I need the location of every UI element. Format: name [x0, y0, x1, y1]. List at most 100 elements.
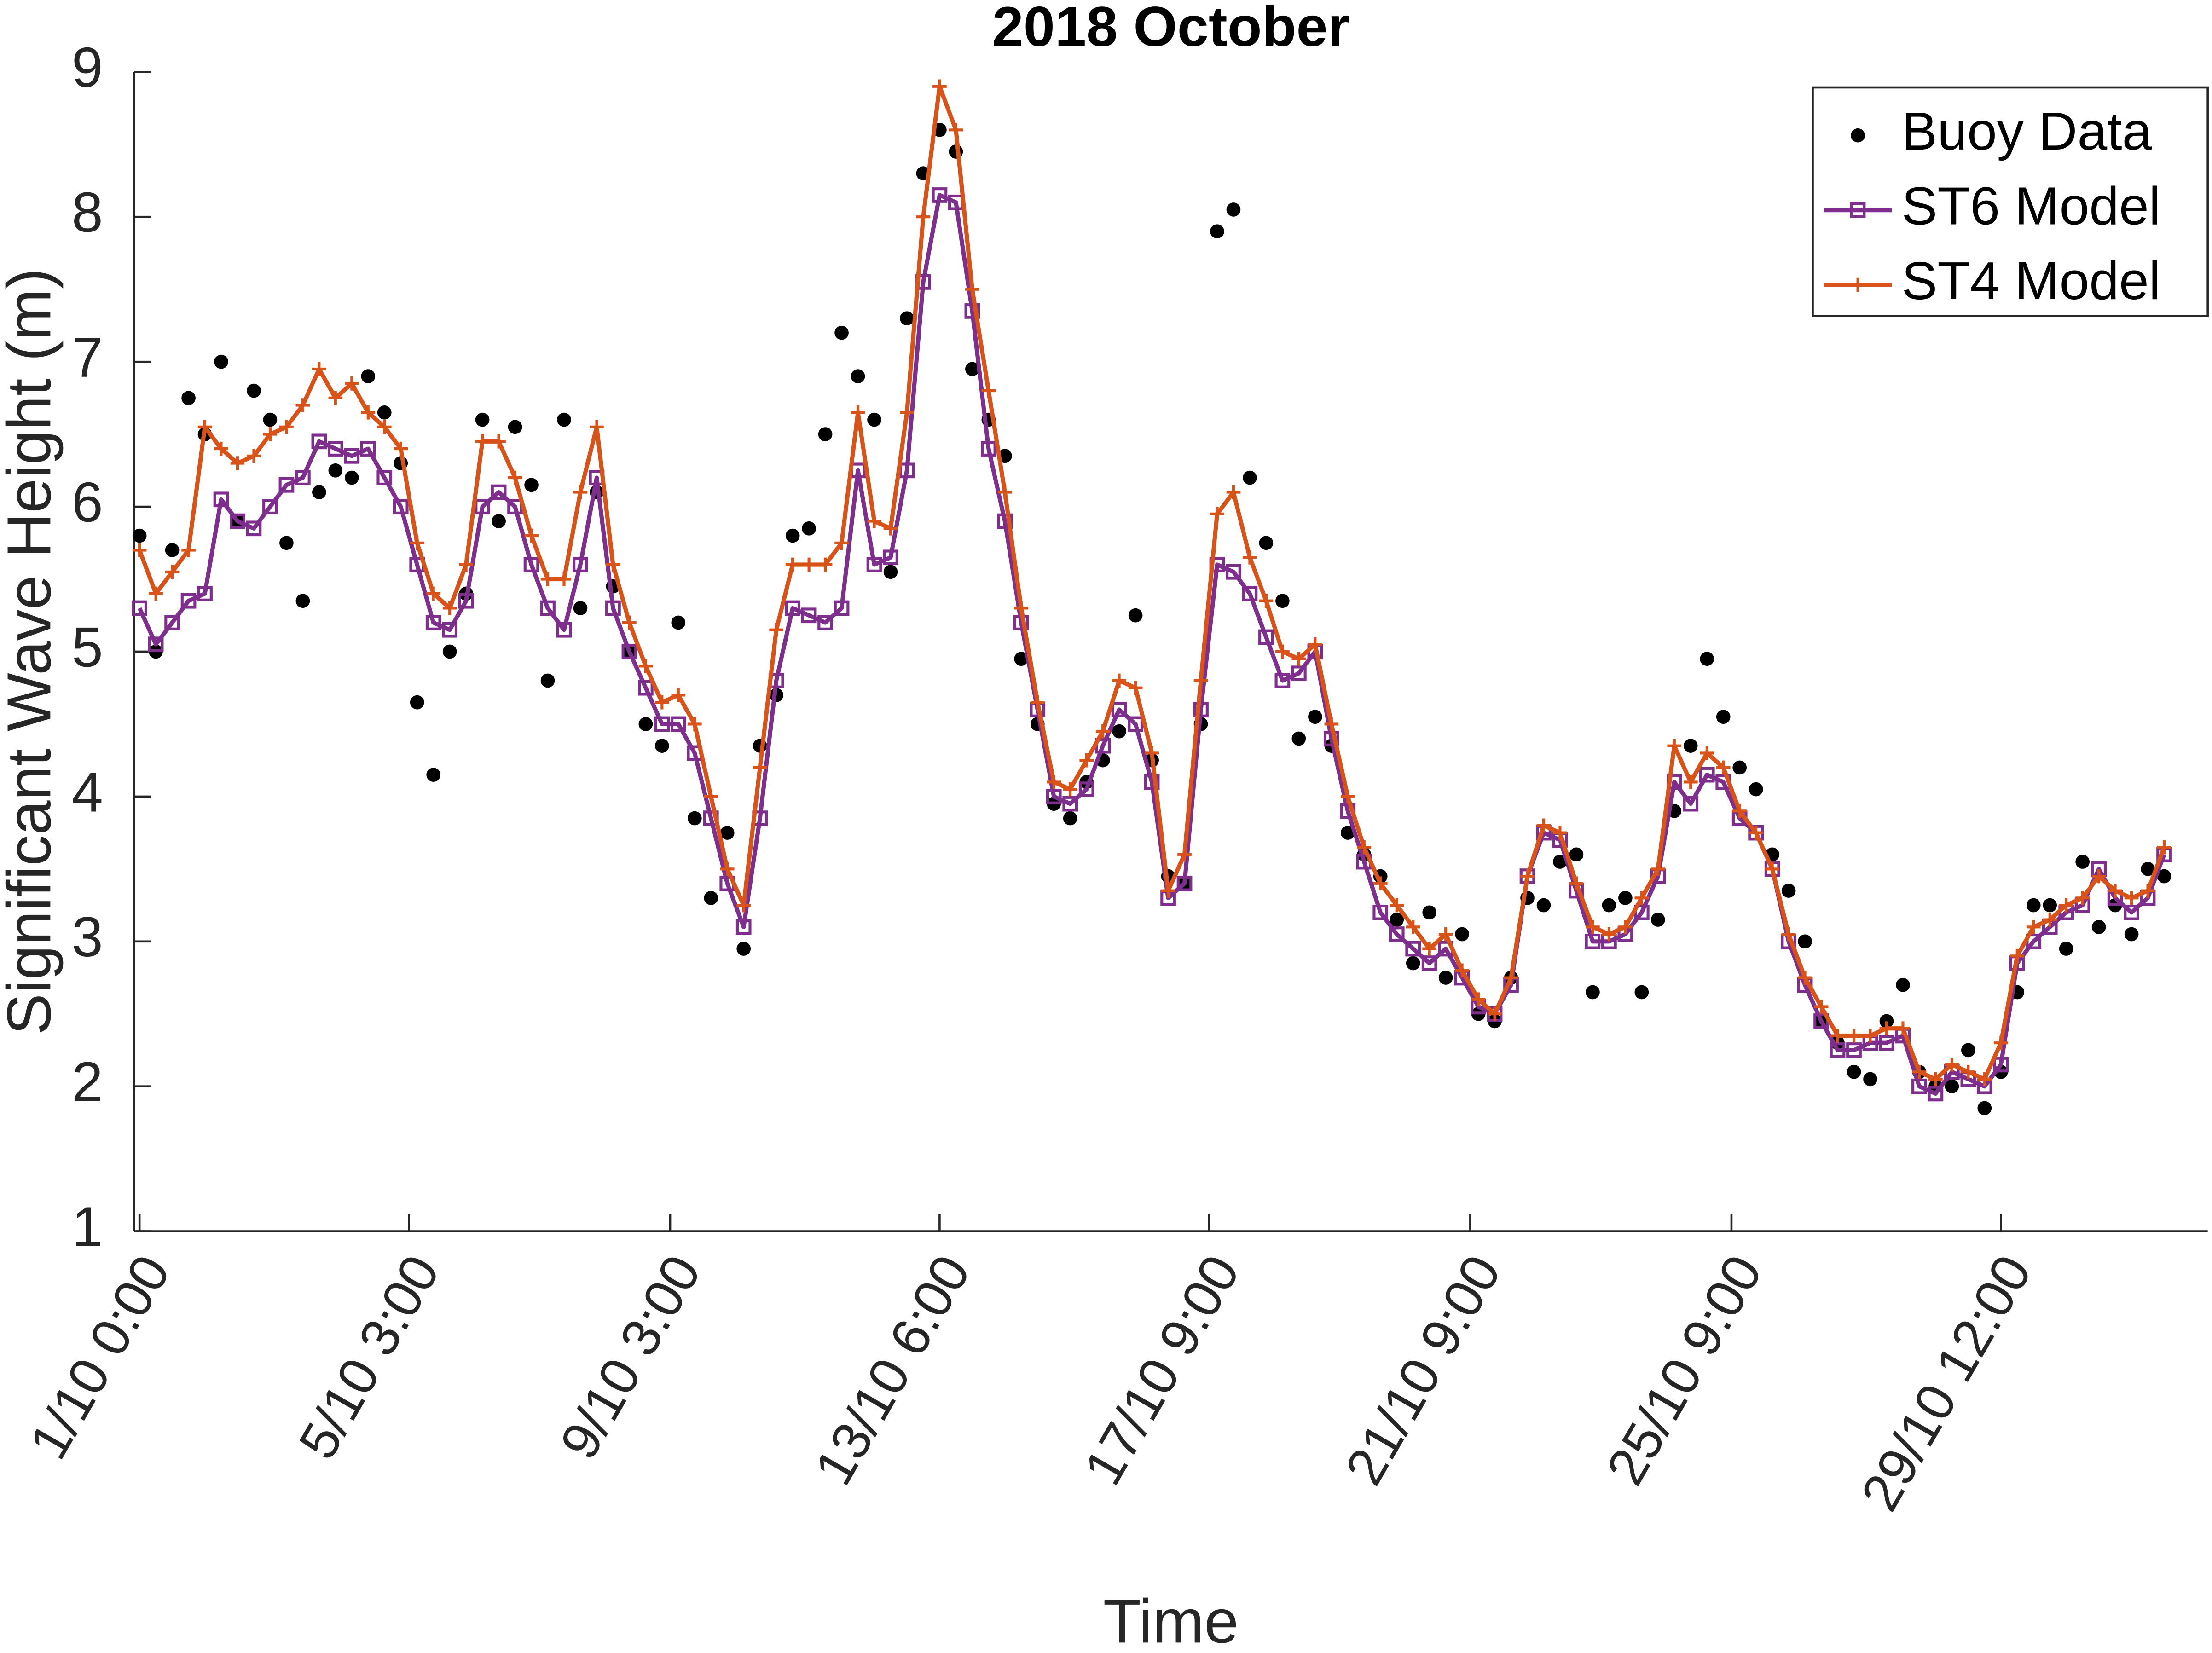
plus-marker — [769, 623, 783, 637]
buoy-point — [263, 412, 278, 427]
plus-marker — [1128, 681, 1143, 695]
plus-marker — [2010, 948, 2025, 963]
plus-marker — [573, 485, 588, 499]
square-marker — [1193, 702, 1209, 717]
square-marker — [556, 622, 572, 638]
buoy-point — [867, 412, 881, 427]
buoy-point — [1847, 1064, 1861, 1079]
buoy-point — [834, 325, 849, 340]
buoy-point — [410, 695, 424, 710]
y-tick-label: 5 — [72, 615, 103, 678]
square-marker — [964, 303, 980, 319]
buoy-point — [1732, 760, 1747, 775]
square-marker — [932, 187, 948, 203]
square-marker — [311, 433, 327, 450]
square-marker — [735, 919, 752, 935]
plus-marker — [279, 420, 294, 434]
plus-marker — [1618, 919, 1633, 934]
plus-marker — [2043, 913, 2057, 927]
plus-marker — [1324, 717, 1339, 731]
plus-marker — [2108, 884, 2122, 898]
square-marker — [213, 491, 229, 508]
buoy-point — [1422, 905, 1436, 920]
plus-marker — [2075, 890, 2090, 905]
square-marker — [1928, 1086, 1944, 1102]
square-marker — [997, 513, 1013, 529]
buoy-point — [247, 383, 261, 398]
plus-marker — [1145, 746, 1159, 760]
buoy-point — [1716, 710, 1731, 724]
plus-marker — [1798, 971, 1812, 985]
buoy-point — [2059, 942, 2073, 956]
legend-label: Buoy Data — [1902, 101, 2152, 161]
buoy-point — [1455, 927, 1469, 942]
plus-marker — [2157, 840, 2171, 855]
plus-marker — [1243, 550, 1257, 565]
buoy-point — [785, 528, 800, 543]
buoy-point — [1650, 913, 1665, 927]
buoy-point — [2091, 919, 2106, 934]
plus-marker — [1716, 760, 1731, 775]
plus-marker — [1488, 1006, 1502, 1021]
buoy-point — [475, 412, 490, 427]
buoy-point — [1553, 855, 1567, 869]
y-tick-label: 1 — [72, 1195, 103, 1258]
plus-marker — [508, 470, 522, 485]
plus-marker — [965, 282, 979, 297]
plus-marker — [1308, 637, 1322, 652]
plus-marker — [2059, 898, 2073, 913]
y-tick-label: 6 — [72, 470, 103, 533]
plus-marker — [1193, 673, 1208, 688]
square-marker — [458, 593, 474, 609]
plus-marker — [1471, 992, 1486, 1007]
plus-marker — [540, 572, 555, 586]
buoy-point — [295, 594, 310, 608]
plus-marker — [1079, 753, 1094, 768]
plus-marker — [1896, 1021, 1910, 1036]
buoy-point — [1863, 1072, 1877, 1087]
square-marker — [523, 557, 539, 572]
buoy-point — [802, 521, 816, 536]
plus-marker — [181, 543, 196, 557]
plus-marker — [1438, 927, 1453, 942]
buoy-point — [344, 470, 359, 485]
buoy-point — [312, 485, 326, 499]
buoy-point — [181, 391, 196, 405]
square-marker — [1274, 673, 1291, 688]
series-line — [137, 193, 2166, 1096]
y-axis-label: Significant Wave Height (m) — [0, 268, 64, 1035]
plus-marker — [1177, 847, 1192, 862]
plus-marker — [1863, 1029, 1877, 1043]
legend-label: ST4 Model — [1902, 251, 2161, 311]
plus-marker — [263, 427, 278, 441]
square-marker — [1078, 781, 1094, 797]
plus-marker — [1161, 884, 1175, 898]
plus-marker — [655, 695, 669, 710]
plus-marker — [1749, 826, 1763, 840]
plus-marker — [1683, 775, 1698, 789]
square-marker — [278, 477, 295, 493]
square-marker — [1242, 586, 1258, 601]
plus-marker — [230, 456, 245, 470]
buoy-point — [361, 369, 376, 383]
plus-marker — [638, 659, 653, 673]
square-marker — [425, 615, 441, 630]
square-marker — [327, 441, 343, 457]
plus-marker — [1504, 971, 1518, 985]
plus-marker — [1390, 898, 1404, 913]
square-marker — [785, 600, 801, 616]
plus-marker — [1014, 601, 1029, 615]
plus-marker — [459, 557, 473, 572]
plus-marker — [818, 557, 833, 572]
square-marker — [230, 513, 245, 529]
square-marker — [834, 600, 850, 616]
plus-marker — [687, 717, 702, 731]
buoy-point — [1438, 971, 1453, 985]
square-marker — [1879, 1035, 1894, 1051]
plus-marker — [2026, 919, 2041, 934]
square-marker — [164, 615, 180, 630]
plus-marker — [2124, 890, 2139, 905]
buoy-point — [1634, 985, 1649, 1000]
buoy-point — [508, 420, 522, 434]
square-marker — [605, 600, 621, 616]
